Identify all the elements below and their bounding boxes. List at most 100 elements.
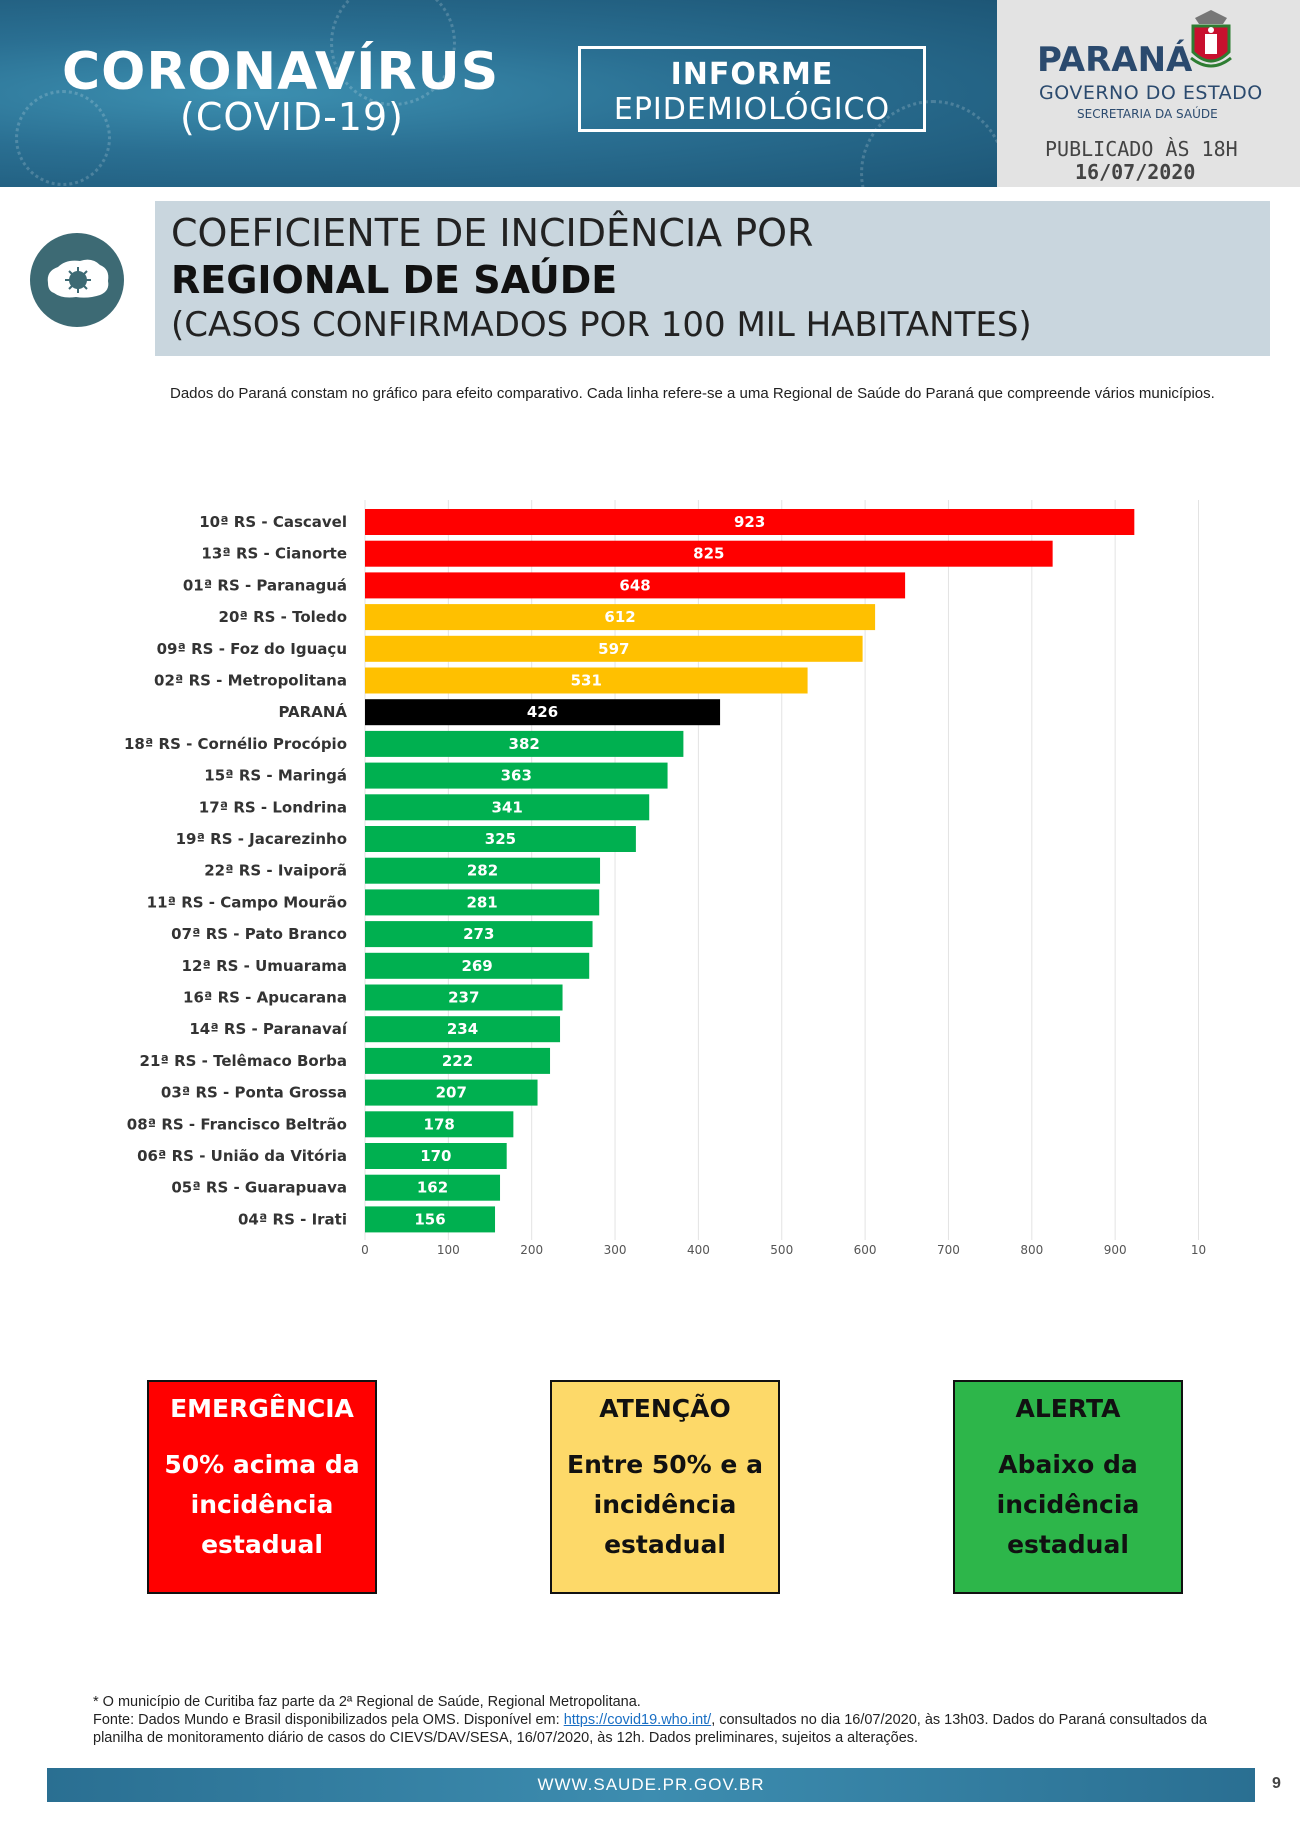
legend-alert: ALERTA Abaixo da incidência estadual [953,1380,1183,1594]
bar [365,699,721,726]
bar-value-label: 531 [571,672,602,690]
secretariat-label: SECRETARIA DA SAÚDE [1077,107,1218,121]
bar [365,826,636,852]
section-title-box: COEFICIENTE DE INCIDÊNCIA POR REGIONAL D… [155,201,1270,356]
bar-value-label: 597 [598,640,629,658]
bar [365,762,668,789]
category-label: 17ª RS - Londrina [199,798,347,816]
legend-attention: ATENÇÃO Entre 50% e a incidência estadua… [550,1380,780,1594]
footer-bar: WWW.SAUDE.PR.GOV.BR [47,1768,1255,1802]
chart-note: Dados do Paraná constam no gráfico para … [170,385,1215,402]
bar-value-label: 222 [442,1052,473,1070]
bar [365,509,1135,535]
source-text-post: , consultados no dia 16/07/2020, às 13h0… [93,1712,1207,1746]
footnote-source: Fonte: Dados Mundo e Brasil disponibiliz… [93,1711,1233,1747]
x-tick-label: 100 [437,1243,460,1257]
bar-value-label: 341 [491,798,522,816]
bar-value-label: 156 [414,1210,445,1228]
x-tick-label: 300 [604,1243,627,1257]
category-label: 13ª RS - Cianorte [201,545,347,563]
header-subtitle: (COVID-19) [180,95,404,139]
bar [365,794,650,821]
bar-value-label: 178 [424,1115,455,1133]
x-tick-label: 10 [1191,1243,1206,1257]
category-label: 05ª RS - Guarapuava [171,1179,347,1197]
category-label: 06ª RS - União da Vitória [137,1147,347,1165]
section-title-line1: COEFICIENTE DE INCIDÊNCIA POR [171,211,814,255]
footnote-curitiba: * O município de Curitiba faz parte da 2… [93,1694,641,1710]
bar [365,1079,538,1106]
bar-value-label: 923 [734,513,765,531]
chart-bars: 923 825 648 612 597 531 426 382 363 341 325 282 281 2… [365,509,1135,1233]
legend-emergency-title: EMERGÊNCIA [170,1394,354,1423]
category-label: 01ª RS - Paranaguá [183,576,347,594]
bar [365,921,593,948]
bar-value-label: 281 [466,893,497,911]
x-tick-label: 200 [520,1243,543,1257]
website-link[interactable]: WWW.SAUDE.PR.GOV.BR [537,1775,765,1794]
legend-attention-desc: Entre 50% e a incidência estadual [567,1450,763,1559]
report-line2: EPIDEMIOLÓGICO [613,92,891,127]
page-header: CORONAVÍRUS (COVID-19) INFORME EPIDEMIOL… [0,0,1300,187]
bar-value-label: 269 [461,957,492,975]
bar-value-label: 382 [509,735,540,753]
parana-map-icon [47,259,109,298]
category-label: 02ª RS - Metropolitana [154,672,347,690]
bar-value-label: 273 [463,925,494,943]
category-label: 08ª RS - Francisco Beltrão [127,1115,347,1133]
footnote: * O município de Curitiba faz parte da 2… [93,1693,1233,1747]
category-label: 10ª RS - Cascavel [199,513,347,531]
category-label: 11ª RS - Campo Mourão [147,893,347,911]
who-link[interactable]: https://covid19.who.int/ [563,1712,712,1728]
category-label: 09ª RS - Foz do Iguaçu [157,640,347,658]
bar [365,1206,496,1233]
virus-decoration [330,0,456,106]
category-label: 04ª RS - Irati [238,1210,347,1228]
x-tick-label: 500 [770,1243,793,1257]
category-label: 21ª RS - Telêmaco Borba [140,1052,347,1070]
bar-value-label: 234 [447,1020,478,1038]
x-tick-label: 400 [687,1243,710,1257]
header-banner: CORONAVÍRUS (COVID-19) INFORME EPIDEMIOL… [0,0,997,187]
bar-value-label: 207 [436,1084,467,1102]
bar [365,635,863,662]
category-label: PARANÁ [278,702,347,721]
bar [365,889,600,916]
legend-emergency: EMERGÊNCIA 50% acima da incidência estad… [147,1380,377,1594]
header-title: CORONAVÍRUS [62,42,500,102]
x-tick-label: 0 [361,1243,369,1257]
bar-value-label: 170 [420,1147,451,1165]
bar [365,984,563,1011]
state-name: PARANÁ [1037,40,1193,80]
x-tick-label: 900 [1104,1243,1127,1257]
x-tick-label: 800 [1020,1243,1043,1257]
bar [365,1016,561,1043]
bar-value-label: 612 [604,608,635,626]
bar [365,604,876,631]
bar-value-label: 363 [501,767,532,785]
legend-alert-desc: Abaixo da incidência estadual [996,1450,1140,1559]
category-label: 22ª RS - Ivaiporã [204,862,347,880]
bar [365,667,808,694]
bar [365,540,1053,567]
map-icon-circle [30,233,124,327]
section-title-line3: (CASOS CONFIRMADOS POR 100 MIL HABITANTE… [171,305,1032,345]
source-text-pre: Fonte: Dados Mundo e Brasil disponibiliz… [93,1712,564,1728]
x-tick-label: 700 [937,1243,960,1257]
category-label: 03ª RS - Ponta Grossa [161,1084,347,1102]
category-label: 12ª RS - Umuarama [182,957,347,975]
chart-category-labels: 10ª RS - Cascavel 13ª RS - Cianorte 01ª RS… [124,513,348,1228]
x-tick-label: 600 [854,1243,877,1257]
category-label: 16ª RS - Apucarana [183,989,347,1007]
bar [365,1111,514,1138]
legend-attention-title: ATENÇÃO [599,1394,731,1423]
page-number: 9 [1272,1775,1281,1792]
report-line1: INFORME [670,57,834,92]
bar [365,857,601,884]
section-title-line2: REGIONAL DE SAÚDE [171,258,618,302]
government-panel: PARANÁ GOVERNO DO ESTADO SECRETARIA DA S… [997,0,1300,187]
legend-emergency-desc: 50% acima da incidência estadual [164,1450,360,1559]
bar-value-label: 325 [485,830,516,848]
state-crest-icon [1190,10,1232,68]
category-label: 19ª RS - Jacarezinho [176,830,347,848]
